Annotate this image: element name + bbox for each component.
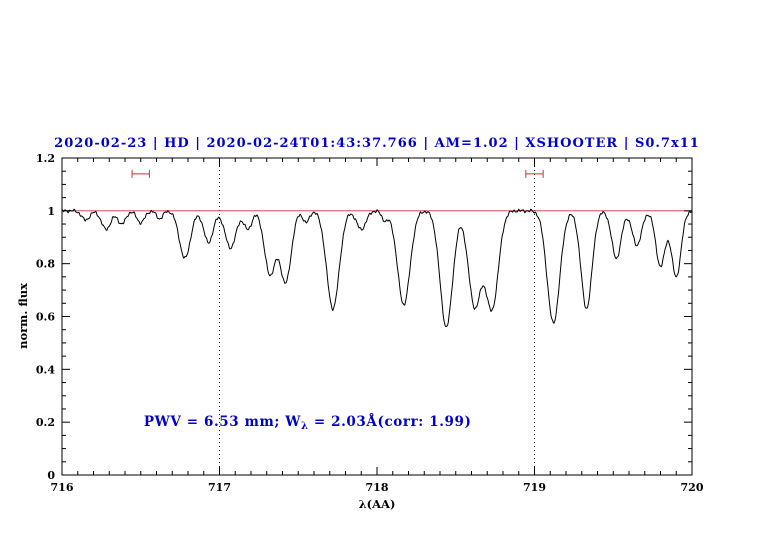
range-marker xyxy=(525,169,544,178)
plot-title: 2020-02-23 | HD | 2020-02-24T01:43:37.76… xyxy=(54,136,700,151)
y-tick-label: 1 xyxy=(47,205,55,218)
x-axis-label: λ(AA) xyxy=(359,497,396,511)
y-tick-label: 0.6 xyxy=(36,311,55,324)
x-tick-label: 716 xyxy=(51,481,74,494)
range-marker xyxy=(131,169,150,178)
pwv-annotation-prefix: PWV = 6.53 mm; W xyxy=(144,414,301,430)
x-tick-label: 718 xyxy=(366,481,389,494)
axes-layer: 716 717 718 719 720 0 0.2 0.4 0.6 0.8 1 1.2 xyxy=(36,152,704,494)
lambda-subscript: λ xyxy=(301,421,309,432)
pwv-annotation: PWV = 6.53 mm; Wλ = 2.03Å(corr: 1.99) xyxy=(144,414,472,432)
x-tick-label: 719 xyxy=(523,481,546,494)
y-tick-label: 0.4 xyxy=(36,363,55,376)
spectrum-line xyxy=(61,208,693,328)
y-tick-label: 0.2 xyxy=(36,416,55,429)
x-tick-label: 717 xyxy=(208,481,231,494)
spectrum-layer xyxy=(61,208,693,328)
y-tick-label: 1.2 xyxy=(36,152,55,165)
pwv-annotation-suffix: = 2.03Å(corr: 1.99) xyxy=(309,414,472,430)
y-tick-label: 0.8 xyxy=(36,258,55,271)
y-axis-label: norm. flux xyxy=(16,283,30,349)
y-tick-label: 0 xyxy=(47,469,55,482)
x-tick-label: 720 xyxy=(681,481,704,494)
